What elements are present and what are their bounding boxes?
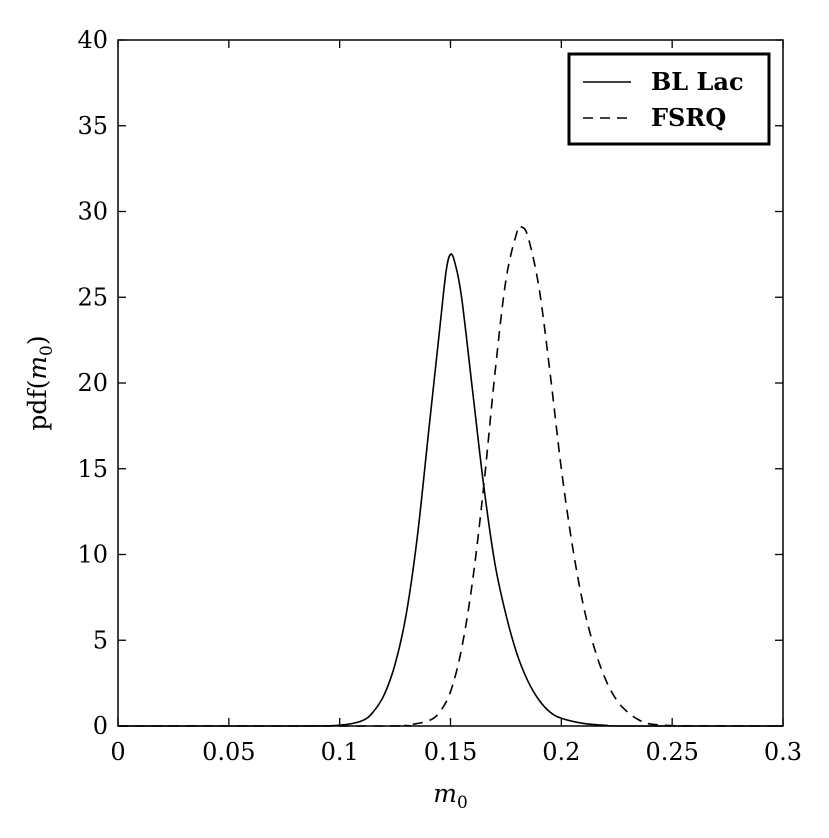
legend: BL Lac FSRQ bbox=[567, 52, 771, 146]
x-axis-label: m0 bbox=[433, 779, 468, 813]
y-tick-label: 10 bbox=[77, 541, 108, 569]
y-tick-labels: 0 5 10 15 20 25 30 35 40 bbox=[77, 26, 108, 740]
x-tick-label: 0.2 bbox=[542, 738, 580, 766]
x-tick-labels: 0 0.05 0.1 0.15 0.2 0.25 0.3 bbox=[110, 738, 802, 766]
series-lines bbox=[117, 225, 783, 727]
x-tick-label: 0.05 bbox=[202, 738, 255, 766]
y-tick-label: 40 bbox=[77, 26, 108, 54]
y-tick-label: 25 bbox=[77, 283, 108, 311]
series-line-fsrq bbox=[117, 225, 783, 727]
legend-box bbox=[567, 52, 771, 146]
y-tick-label: 0 bbox=[93, 712, 108, 740]
y-tick-label: 20 bbox=[77, 369, 108, 397]
y-tick-label: 5 bbox=[93, 626, 108, 654]
x-tick-label: 0.15 bbox=[424, 738, 477, 766]
x-tick-label: 0.1 bbox=[321, 738, 359, 766]
legend-label-bl-lac: BL Lac bbox=[651, 67, 744, 96]
y-tick-label: 15 bbox=[77, 455, 108, 483]
x-tick-label: 0.3 bbox=[764, 738, 802, 766]
series-line-bl-lac bbox=[117, 253, 783, 727]
y-tick-label: 30 bbox=[77, 198, 108, 226]
axis-ticks bbox=[117, 39, 784, 727]
x-tick-label: 0 bbox=[110, 738, 125, 766]
x-tick-label: 0.25 bbox=[645, 738, 698, 766]
y-axis-label: pdf(m0) bbox=[23, 335, 57, 430]
y-tick-label: 35 bbox=[77, 112, 108, 140]
legend-label-fsrq: FSRQ bbox=[651, 103, 726, 132]
